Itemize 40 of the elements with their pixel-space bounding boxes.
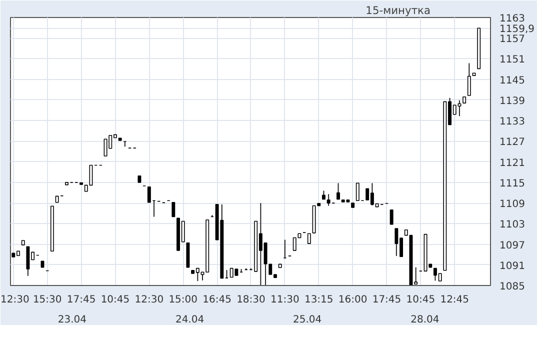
y-tick-label: 1127 bbox=[500, 137, 525, 148]
x-tick-label: 13:15 bbox=[304, 294, 334, 306]
x-tick-label: 10:45 bbox=[100, 294, 130, 306]
x-tick-label: 11:30 bbox=[270, 294, 300, 306]
x-tick-label: 17:45 bbox=[372, 294, 402, 306]
y-tick-label: 1085 bbox=[500, 282, 525, 292]
y-tick-label: 1159,9 bbox=[500, 24, 534, 36]
y-tick-label: 1115 bbox=[500, 178, 525, 190]
text: 28.04 bbox=[410, 314, 440, 326]
x-tick-label: 15:00 bbox=[168, 294, 198, 306]
x-tick-label: 16:45 bbox=[202, 294, 232, 306]
chart-title: 15-минутка bbox=[366, 4, 431, 17]
y-tick-label: 1109 bbox=[500, 199, 525, 210]
y-tick-label: 1139 bbox=[500, 96, 525, 107]
text: 25.04 bbox=[293, 314, 322, 326]
y-tick-label: 1103 bbox=[500, 220, 525, 231]
y-tick-label: 1163 bbox=[500, 14, 525, 24]
y-tick-label: 1157 bbox=[500, 34, 525, 46]
x-tick-label: 12:30 bbox=[134, 294, 164, 306]
candlestick bbox=[390, 210, 394, 225]
candlestick bbox=[336, 182, 340, 200]
candlestick bbox=[172, 202, 176, 218]
x-tick-label: 10:45 bbox=[406, 294, 436, 306]
x-tick-label: 12:30 bbox=[0, 294, 30, 306]
y-tick-label: 1133 bbox=[500, 116, 525, 128]
x-tick-label: 15:30 bbox=[32, 294, 62, 306]
x-tick-label: 17:45 bbox=[66, 294, 96, 306]
y-tick-label: 1091 bbox=[500, 260, 525, 272]
x-tick-label: 16:00 bbox=[338, 294, 368, 306]
y-tick-label: 1151 bbox=[500, 54, 525, 66]
text: 24.04 bbox=[175, 314, 204, 326]
text: 23.04 bbox=[58, 314, 87, 326]
x-tick-label: 18:30 bbox=[236, 294, 266, 306]
y-tick-label: 1121 bbox=[500, 158, 525, 169]
candlestick bbox=[307, 233, 311, 244]
candlestick bbox=[326, 194, 330, 206]
y-tick-label: 1145 bbox=[500, 75, 525, 86]
candlestick bbox=[467, 62, 471, 96]
y-tick-label: 1097 bbox=[500, 240, 525, 252]
x-tick-label: 12:45 bbox=[440, 294, 470, 306]
